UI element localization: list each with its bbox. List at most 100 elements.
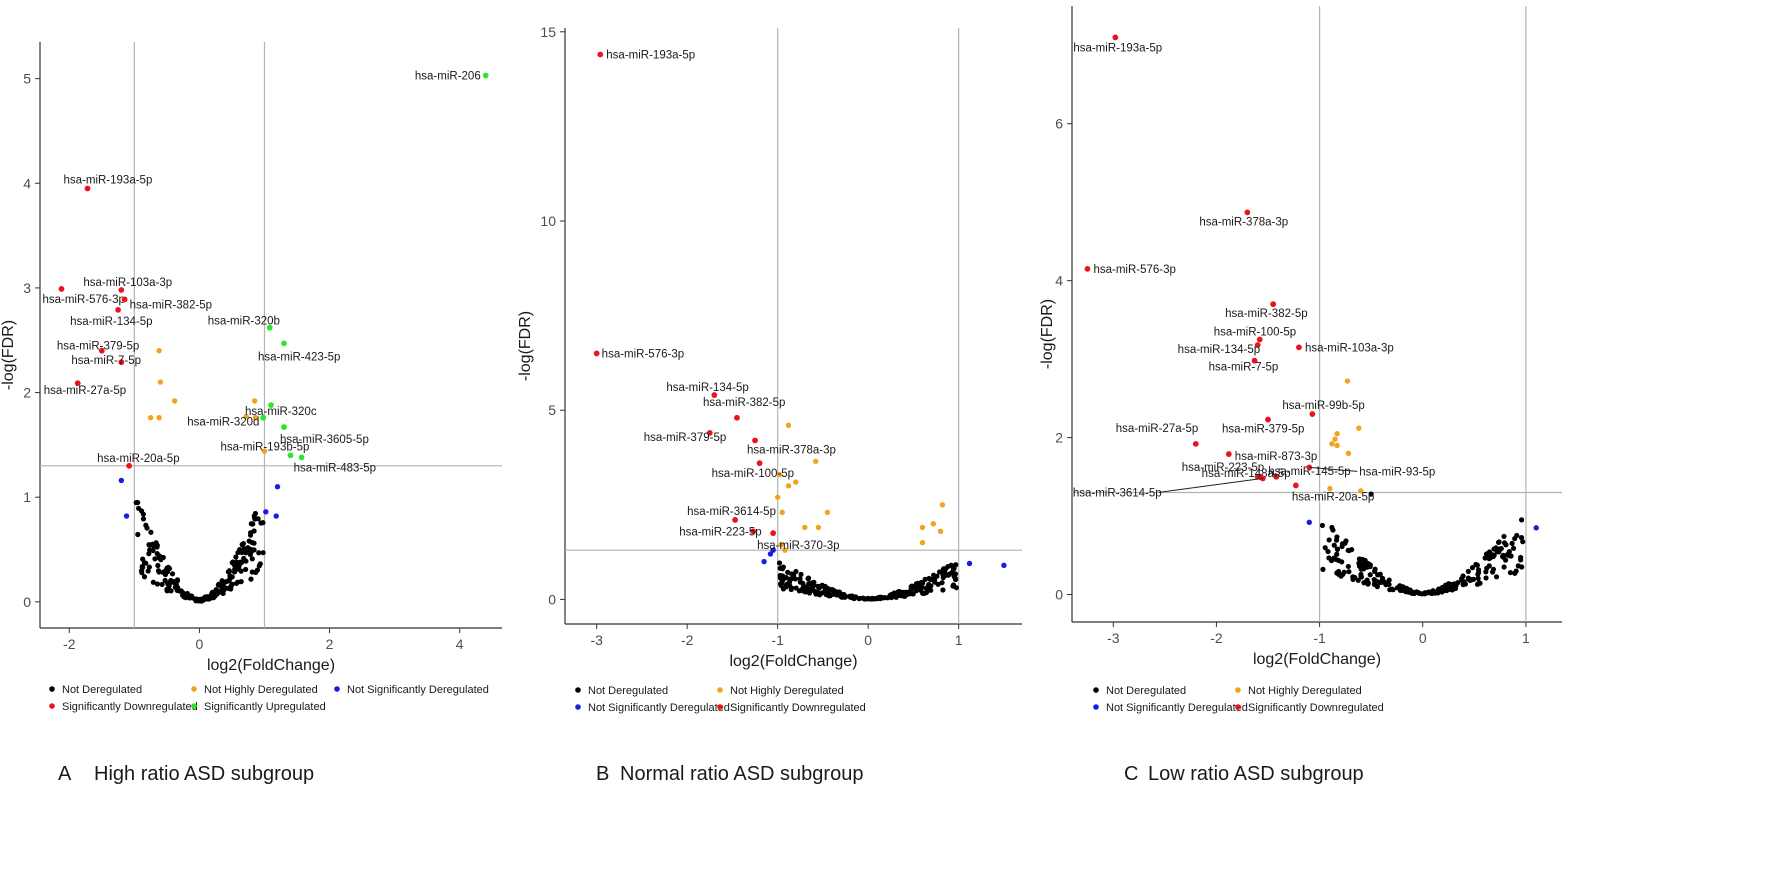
labeled-point — [770, 530, 777, 537]
not-deregulated-point — [780, 577, 786, 583]
not-deregulated-point — [1467, 577, 1473, 584]
not-highly-deregulated-point — [812, 458, 819, 464]
not-highly-deregulated-point — [171, 398, 178, 404]
not-deregulated-point — [892, 591, 898, 597]
not-deregulated-point — [1386, 577, 1392, 583]
not-deregulated-point — [942, 571, 948, 577]
point-label: hsa-miR-379-5p — [644, 432, 726, 444]
labeled-point — [1296, 344, 1302, 351]
point-label: hsa-miR-99b-5p — [1282, 400, 1364, 412]
not-deregulated-point — [258, 520, 264, 526]
not-significantly-deregulated-point — [118, 477, 125, 484]
legend-label: Not Deregulated — [588, 685, 668, 697]
not-deregulated-point — [871, 596, 877, 602]
not-deregulated-point — [1331, 555, 1337, 561]
not-deregulated-point — [1501, 533, 1507, 540]
x-tick-label: 0 — [1419, 630, 1427, 646]
not-deregulated-point — [1416, 590, 1422, 596]
labeled-point — [597, 51, 604, 58]
not-highly-deregulated-point — [778, 541, 784, 548]
point-label: hsa-miR-378a-3p — [747, 444, 836, 456]
y-tick-label: 5 — [23, 71, 31, 87]
labeled-point — [118, 287, 125, 293]
not-deregulated-point — [1371, 576, 1377, 583]
point-label: hsa-miR-27a-5p — [44, 385, 126, 397]
not-deregulated-point — [146, 564, 152, 570]
labeled-point — [1270, 301, 1277, 308]
legend-key — [575, 704, 581, 710]
not-deregulated-point — [249, 556, 255, 562]
point-label: hsa-miR-148a-5p — [1202, 468, 1291, 480]
not-deregulated-point — [1462, 581, 1469, 587]
not-highly-deregulated-point — [1327, 485, 1333, 492]
not-highly-deregulated-point — [252, 398, 258, 404]
panel-caption-letter: B — [596, 763, 609, 785]
labeled-point — [482, 72, 489, 79]
not-highly-deregulated-point — [1332, 436, 1338, 442]
not-deregulated-point — [939, 580, 945, 586]
not-deregulated-point — [1333, 537, 1340, 543]
x-axis-label: log2(FoldChange) — [1253, 651, 1381, 668]
not-highly-deregulated-point — [793, 479, 799, 485]
not-significantly-deregulated-point — [761, 558, 767, 565]
y-tick-label: 10 — [540, 213, 556, 229]
not-deregulated-point — [237, 546, 243, 553]
not-highly-deregulated-point — [815, 524, 822, 531]
not-deregulated-point — [1363, 564, 1369, 570]
point-label: hsa-miR-193a-5p — [64, 175, 153, 187]
labeled-point — [1254, 473, 1261, 480]
labeled-point — [266, 324, 273, 331]
not-deregulated-point — [1475, 571, 1481, 577]
point-label: hsa-miR-3614-5p — [1073, 487, 1162, 499]
not-significantly-deregulated-point — [263, 509, 269, 515]
not-deregulated-point — [1367, 572, 1373, 578]
not-highly-deregulated-point — [919, 524, 926, 531]
labeled-point — [1225, 451, 1232, 457]
y-tick-label: 0 — [548, 591, 556, 607]
not-deregulated-point — [1459, 577, 1465, 583]
not-deregulated-point — [1447, 586, 1453, 592]
point-label: hsa-miR-100-5p — [1214, 327, 1296, 339]
point-label: hsa-miR-576-3p — [602, 348, 684, 360]
labeled-point — [1251, 357, 1258, 364]
point-label: hsa-miR-134-5p — [70, 316, 152, 328]
not-deregulated-point — [249, 569, 255, 575]
point-label: hsa-miR-370-3p — [757, 540, 839, 552]
not-deregulated-point — [953, 585, 959, 591]
not-deregulated-point — [139, 570, 145, 576]
not-deregulated-points — [133, 499, 266, 604]
not-deregulated-point — [245, 545, 251, 551]
not-deregulated-point — [1374, 584, 1380, 590]
not-deregulated-point — [249, 521, 255, 527]
not-highly-deregulated-point — [1356, 425, 1362, 431]
not-deregulated-point — [1446, 581, 1452, 587]
labeled-point — [287, 452, 294, 459]
label-connector — [1269, 470, 1277, 478]
not-deregulated-point — [210, 589, 216, 595]
legend: Not Deregulated Not Highly DeregulatedNot… — [575, 685, 866, 714]
not-deregulated-point — [922, 576, 928, 582]
not-deregulated-point — [1513, 568, 1519, 574]
not-deregulated-point — [1358, 573, 1364, 579]
not-deregulated-point — [256, 550, 262, 556]
not-deregulated-point — [926, 581, 932, 588]
not-highly-deregulated-point — [252, 414, 259, 421]
not-deregulated-point — [1518, 517, 1525, 523]
point-label: hsa-miR-7-5p — [1209, 362, 1279, 374]
not-deregulated-point — [1475, 567, 1482, 573]
not-deregulated-point — [1460, 573, 1466, 579]
not-deregulated-point — [798, 571, 804, 577]
not-deregulated-point — [1519, 564, 1525, 570]
x-tick-label: -2 — [63, 636, 76, 652]
point-label: hsa-miR-223-5p — [1182, 462, 1264, 474]
not-deregulated-point — [184, 590, 190, 597]
not-deregulated-point — [1494, 549, 1500, 555]
panel-high-ratio: -2 0 2 4 0 1 2 3 4 5 log2(FoldChange) -log(FDR) hsa-… — [0, 42, 502, 785]
point-label: hsa-miR-27a-5p — [1116, 423, 1198, 435]
legend-label: Not Significantly Deregulated — [1106, 702, 1248, 714]
not-deregulated-point — [234, 566, 241, 572]
point-label: hsa-miR-576-3p — [1093, 264, 1175, 276]
not-deregulated-point — [1518, 535, 1525, 541]
labeled-point — [593, 350, 600, 357]
not-deregulated-point — [150, 579, 156, 585]
